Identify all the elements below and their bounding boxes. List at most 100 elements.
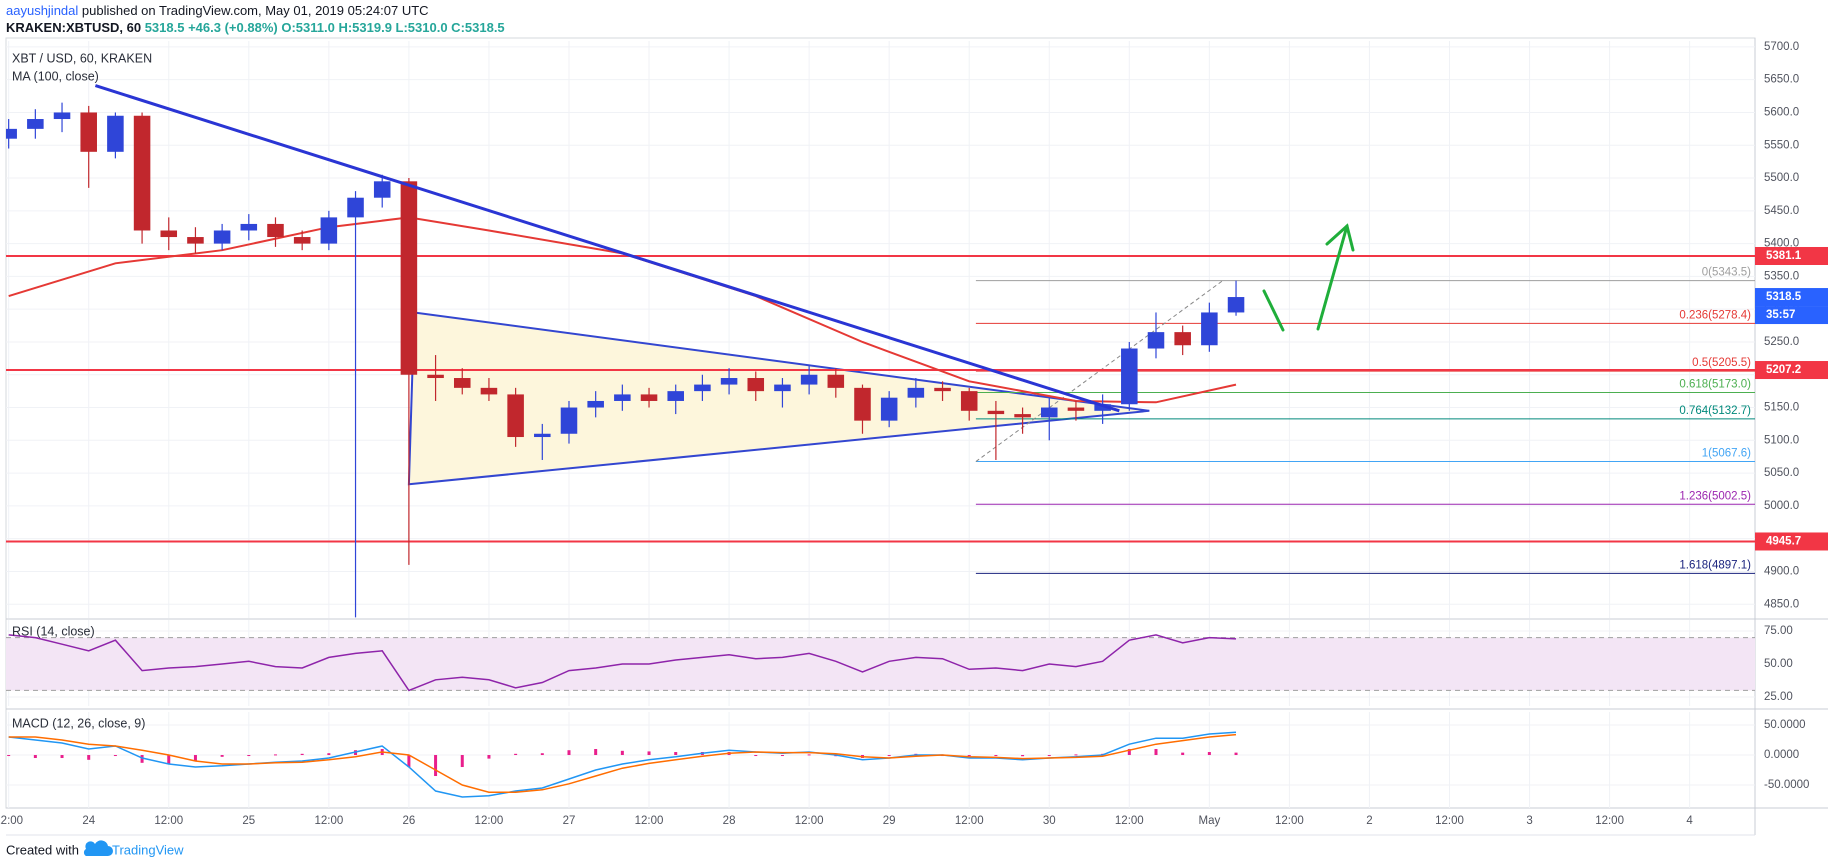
x-tick-label: 25 <box>242 815 255 827</box>
histogram-bar <box>1207 752 1211 756</box>
histogram-bar <box>1021 755 1025 757</box>
annotation-arrows <box>1262 223 1355 332</box>
line-series <box>8 733 1237 793</box>
candle-body <box>774 384 791 392</box>
x-tick-label: 12:00 <box>1595 815 1624 827</box>
candle-body <box>373 181 391 198</box>
histogram-bar <box>780 755 784 757</box>
histogram-bar <box>7 755 11 757</box>
candle-body <box>1014 414 1031 418</box>
x-tick-label: 28 <box>723 815 736 827</box>
candle-body <box>1040 407 1058 418</box>
line-series <box>8 634 1237 692</box>
x-tick-label: 3 <box>1526 815 1532 827</box>
histogram-bar <box>514 753 518 756</box>
x-tick-label: 12:00 <box>154 815 183 827</box>
panel: 0(5343.5) 0.236(5278.4) 0.5(5205.5) 0.618(5… <box>6 41 1755 618</box>
histogram-bar <box>140 755 144 763</box>
y-tick-label: -50.0000 <box>1764 779 1809 791</box>
candle-body <box>453 378 471 388</box>
candle-body <box>1147 332 1165 349</box>
y-tick-label: 5100.0 <box>1764 434 1799 446</box>
candle-body <box>80 112 97 152</box>
x-tick-label: 12:00 <box>955 815 984 827</box>
panel <box>6 620 1755 706</box>
fib-label: 1.236(5002.5) <box>1679 490 1751 502</box>
candle-body <box>667 391 684 401</box>
candle-body <box>827 374 845 388</box>
candle-body <box>267 223 284 238</box>
header-line: aayushjindal published on TradingView.co… <box>6 3 429 18</box>
x-tick-label: 30 <box>1043 815 1056 827</box>
candle-body <box>400 181 418 375</box>
y-tick-label: 5400.0 <box>1764 238 1799 250</box>
candle-body <box>1094 404 1111 411</box>
symbol-line: KRAKEN:XBTUSD, 60 5318.5 +46.3 (+0.88%) … <box>6 20 505 35</box>
author[interactable]: aayushjindal <box>6 3 78 18</box>
histogram-bar <box>1154 749 1158 756</box>
candle-body <box>1227 297 1245 313</box>
y-tick-label: 5250.0 <box>1764 336 1799 348</box>
histogram-bar <box>60 755 64 759</box>
change: +46.3 (+0.88%) <box>188 20 278 35</box>
x-tick-label: 12:00 <box>1435 815 1464 827</box>
candle-body <box>960 391 978 411</box>
x-tick-label: 29 <box>883 815 896 827</box>
histogram-bar <box>273 754 277 756</box>
level-label: 5381.1 <box>1766 250 1802 262</box>
trendline <box>94 84 1120 413</box>
candle-body <box>480 387 498 395</box>
ohlc: O:5311.0 H:5319.9 L:5310.0 C:5318.5 <box>281 20 504 35</box>
candle-body <box>240 223 258 231</box>
x-tick-label: 26 <box>402 815 415 827</box>
y-tick-label: 50.00 <box>1764 658 1793 670</box>
candle-body <box>907 387 925 398</box>
x-tick-label: 12:00 <box>0 815 23 827</box>
y-tick-label: 5350.0 <box>1764 270 1799 282</box>
candle-body <box>507 394 524 438</box>
footer-brand[interactable]: TradingView <box>112 842 184 857</box>
countdown: 35:57 <box>1766 309 1795 321</box>
candle-body <box>1201 312 1218 346</box>
x-tick-label: 12:00 <box>1275 815 1304 827</box>
histogram-bar <box>994 755 998 757</box>
last-price: 5318.5 <box>145 20 185 35</box>
x-tick-label: 12:00 <box>635 815 664 827</box>
y-tick-label: 5500.0 <box>1764 172 1799 184</box>
candle-body <box>587 400 604 408</box>
histogram-bar <box>1074 754 1078 756</box>
layers: 0(5343.5) 0.236(5278.4) 0.5(5205.5) 0.618(5… <box>0 41 1828 827</box>
y-tick-label: 5000.0 <box>1764 500 1799 512</box>
histogram-bar <box>567 750 571 756</box>
histogram-bar <box>327 753 331 756</box>
axes: 12:002412:002512:002612:002712:002812:00… <box>0 41 1828 827</box>
candle-body <box>187 237 204 244</box>
x-tick-label: May <box>1198 815 1220 827</box>
line-series <box>8 731 1237 798</box>
histogram-bar <box>87 755 91 760</box>
y-tick-label: 0.0000 <box>1764 749 1799 761</box>
candle-body <box>694 384 711 392</box>
fib-label: 0.5(5205.5) <box>1692 357 1751 369</box>
panel-title: RSI (14, close) <box>12 624 95 638</box>
candle-body <box>854 387 871 421</box>
y-tick-label: 25.00 <box>1764 691 1793 703</box>
arrow-head <box>1325 223 1355 252</box>
y-tick-label: 50.0000 <box>1764 719 1806 731</box>
candle-body <box>293 237 311 244</box>
panel-title: XBT / USD, 60, KRAKEN <box>12 51 152 65</box>
y-tick-label: 5600.0 <box>1764 107 1799 119</box>
fib-label: 0.764(5132.7) <box>1679 405 1751 417</box>
y-tick-label: 5550.0 <box>1764 139 1799 151</box>
x-tick-label: 27 <box>563 815 576 827</box>
histogram-bar <box>674 752 678 756</box>
candle-body <box>133 115 151 231</box>
y-tick-label: 5650.0 <box>1764 74 1799 86</box>
histogram-bar <box>220 755 224 757</box>
histogram-bar <box>1181 752 1185 756</box>
panel-title: MACD (12, 26, close, 9) <box>12 716 145 730</box>
fib-label: 1(5067.6) <box>1702 448 1751 460</box>
level-box <box>1755 246 1828 265</box>
triangle-pattern <box>407 311 1150 486</box>
